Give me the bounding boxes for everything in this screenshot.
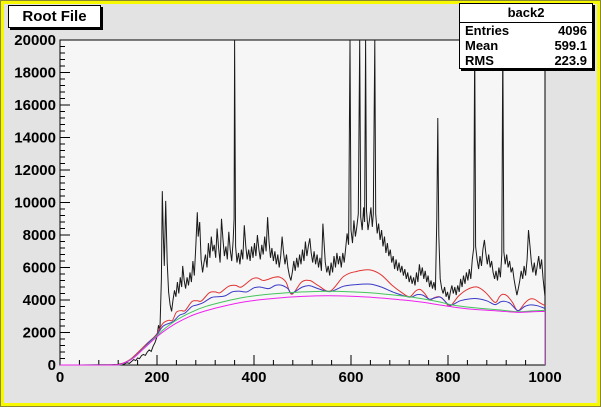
axis-ticks xyxy=(59,39,546,366)
stats-title: back2 xyxy=(460,4,592,23)
stats-value-rms: 223.9 xyxy=(554,53,587,68)
y-tick-label: 12000 xyxy=(14,162,56,179)
y-tick-label: 10000 xyxy=(14,195,56,212)
x-tick-label: 800 xyxy=(435,369,460,386)
stats-label-entries: Entries xyxy=(465,23,510,38)
stats-label-rms: RMS xyxy=(465,53,494,68)
y-tick-label: 6000 xyxy=(23,260,56,277)
stats-value-entries: 4096 xyxy=(558,23,587,38)
series-back2-spectrum xyxy=(60,39,545,366)
canvas-title: Root File xyxy=(22,8,87,25)
stats-label-mean: Mean xyxy=(465,38,499,53)
x-tick-label: 1000 xyxy=(528,369,561,386)
x-tick-label: 0 xyxy=(56,369,64,386)
x-tick-label: 200 xyxy=(144,369,169,386)
series-background-red xyxy=(60,269,545,366)
y-tick-label: 14000 xyxy=(14,130,56,147)
y-tick-label: 20000 xyxy=(14,32,56,49)
y-tick-label: 0 xyxy=(48,357,56,374)
x-tick-label: 600 xyxy=(338,369,363,386)
y-tick-label: 4000 xyxy=(23,292,56,309)
series-background-blue xyxy=(60,283,545,366)
stats-row-rms: RMS 223.9 xyxy=(460,53,592,68)
y-tick-label: 2000 xyxy=(23,325,56,342)
stats-row-entries: Entries 4096 xyxy=(460,23,592,38)
y-tick-label: 16000 xyxy=(14,97,56,114)
y-tick-label: 18000 xyxy=(14,65,56,82)
canvas-title-box[interactable]: Root File xyxy=(8,5,101,28)
plot-frame xyxy=(59,39,546,366)
stats-row-mean: Mean 599.1 xyxy=(460,38,592,53)
stats-box[interactable]: back2 Entries 4096 Mean 599.1 RMS 223.9 xyxy=(459,3,593,69)
stats-value-mean: 599.1 xyxy=(554,38,587,53)
x-tick-label: 400 xyxy=(241,369,266,386)
y-tick-label: 8000 xyxy=(23,227,56,244)
series-background-magenta xyxy=(60,295,545,366)
